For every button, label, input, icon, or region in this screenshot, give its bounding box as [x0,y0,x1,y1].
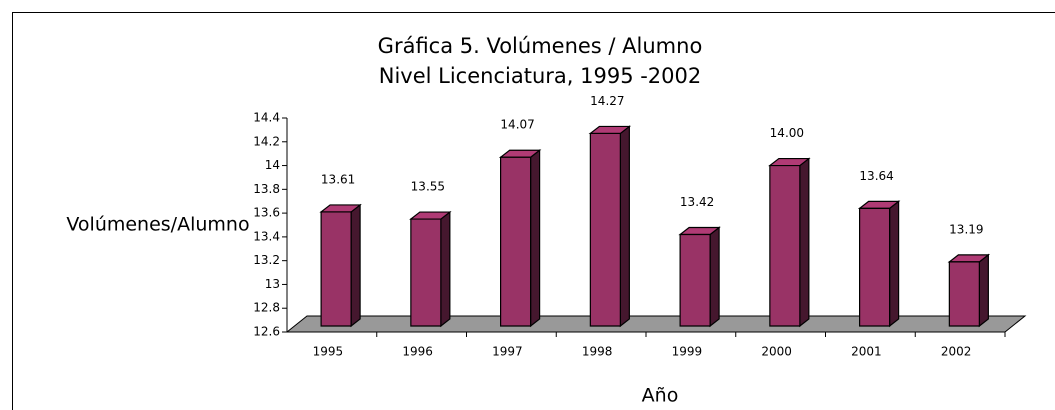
bar-side [350,203,361,328]
x-tick-label: 2000 [761,345,792,359]
floor [285,315,1027,333]
chart-title: Gráfica 5. Volúmenes / Alumno [378,34,703,58]
bar [409,210,452,328]
bar-front [410,218,442,327]
bar [498,149,542,328]
bar-front [589,132,621,327]
bar [319,203,362,328]
value-label: 13.64 [859,169,893,183]
y-tick-label: 14.2 [253,134,280,148]
y-tick-label: 12.6 [253,325,280,339]
x-tick-label: 1998 [582,345,613,359]
x-axis-label: Año [642,385,679,407]
value-label: 13.42 [680,195,714,209]
y-tick-label: 13.2 [253,253,280,267]
bar [857,200,901,328]
bar-front [679,233,711,327]
bar-side [709,226,720,328]
bar-side [619,125,630,328]
y-tick-label: 13.8 [253,182,280,196]
x-tick-label: 1999 [672,345,703,359]
value-label: 13.19 [949,222,983,236]
y-tick-label: 14 [265,158,280,172]
chart-subtitle: Nivel Licenciatura, 1995 -2002 [379,64,702,88]
y-tick-label: 14.4 [253,111,280,125]
bar [768,157,811,328]
value-label: 14.07 [500,118,534,132]
bar-side [799,157,810,328]
y-tick-label: 13.6 [253,206,280,220]
bar [588,125,632,328]
value-label: 13.61 [321,172,355,186]
y-tick-label: 12.8 [253,301,280,315]
chart-border [12,12,1055,410]
value-label: 14.27 [590,94,624,108]
bar-side [889,200,900,328]
bar-front [320,211,352,327]
x-tick-label: 2001 [851,345,882,359]
y-tick-label: 13 [265,277,280,291]
value-label: 13.55 [411,180,445,194]
value-label: 14.00 [770,126,804,140]
bar-side [530,149,541,328]
x-tick-label: 1996 [402,345,433,359]
bar-front [859,207,891,327]
bar [678,226,721,328]
bar-side [978,253,989,328]
y-tick-label: 13.4 [253,229,280,243]
bar-front [769,164,801,327]
bar-front [500,156,532,327]
x-tick-label: 2002 [941,345,972,359]
bar-side [440,210,451,328]
y-axis-label: Volúmenes/Alumno [66,214,249,236]
bar-front [948,261,980,327]
x-tick-label: 1997 [492,345,523,359]
bar [947,253,991,328]
x-tick-label: 1995 [313,345,344,359]
